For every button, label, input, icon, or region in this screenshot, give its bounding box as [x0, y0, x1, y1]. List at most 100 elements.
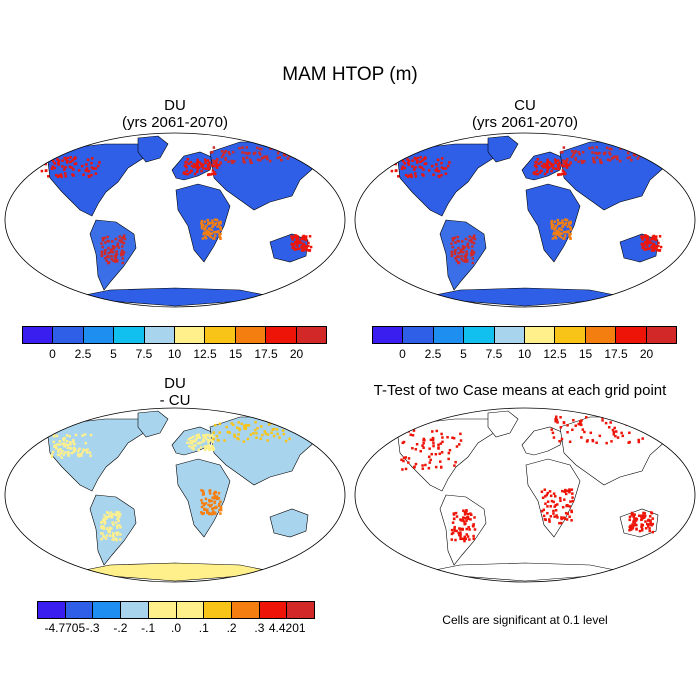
colorbar-du-tick-label: 12.5	[193, 347, 217, 361]
colorbar-du-tick-label: 2.5	[74, 347, 92, 361]
panel-title-du-line2: (yrs 2061-2070)	[122, 114, 228, 131]
continent-north-america	[47, 418, 151, 492]
colorbar-diff-tick-label: .1	[198, 621, 209, 635]
field-cells	[400, 415, 655, 543]
map-frame	[354, 132, 696, 308]
colorbar-du-tick-label: 7.5	[135, 347, 153, 361]
colorbar-diff-tick-label: -.3	[85, 621, 100, 635]
colorbar-cu-swatch	[494, 327, 526, 343]
colorbar-diff-swatch	[121, 602, 149, 618]
colorbar-cu-swatch	[403, 327, 434, 343]
colorbar-du-tick-label: 5	[110, 347, 117, 361]
continent-greenland	[487, 135, 519, 163]
colorbar-diff-swatch	[287, 602, 315, 618]
map-du	[4, 132, 346, 308]
continent-north-america	[47, 143, 151, 217]
continent-africa	[175, 458, 231, 538]
colorbar-cu-swatch	[373, 327, 404, 343]
map-frame	[4, 132, 346, 308]
map-diff	[4, 407, 346, 583]
figure-title: MAM HTOP (m)	[282, 64, 418, 85]
panel-title-diff-line1: DU	[164, 375, 186, 392]
field-cells	[40, 146, 313, 265]
colorbar-diff-swatch	[231, 602, 260, 618]
colorbar-cu-tick-label: 17.5	[604, 347, 628, 361]
colorbar-cu-tick-label: 15	[578, 347, 593, 361]
colorbar-cu-labels: 0 2.5 5 7.5 10 12.5 15 17.5 20	[372, 347, 677, 361]
field-cells	[390, 146, 663, 265]
colorbar-cu-swatch	[433, 327, 465, 343]
continent-north-america	[397, 143, 501, 217]
colorbar-diff-swatch	[259, 602, 288, 618]
colorbar-du-swatch	[266, 327, 297, 343]
continent-antarctica	[419, 287, 631, 307]
colorbar-du-tick-label: 15	[228, 347, 243, 361]
continent-antarctica	[69, 562, 281, 582]
field-cells	[50, 421, 293, 542]
colorbar-cu-swatch	[646, 327, 677, 343]
colorbar-diff-swatch	[204, 602, 232, 618]
colorbar-du-labels: 0 2.5 5 7.5 10 12.5 15 17.5 20	[22, 347, 327, 361]
panel-title-ttest-line1: T-Test of two Case means at each grid po…	[373, 382, 667, 399]
continent-south-america	[439, 219, 487, 291]
map-cu	[354, 132, 696, 308]
colorbar-diff-tick-label: -4.7705	[44, 621, 86, 635]
continent-greenland	[137, 410, 169, 438]
colorbar-diff-tick-label: .3	[254, 621, 265, 635]
continent-australia	[269, 508, 309, 538]
colorbar-cu-swatch	[616, 327, 647, 343]
colorbar-du-swatch	[235, 327, 267, 343]
colorbar-cu-tick-label: 0	[399, 347, 406, 361]
continent-antarctica	[419, 562, 631, 582]
colorbar-du-swatch	[296, 327, 327, 343]
colorbar-diff-tick-label: .2	[226, 621, 237, 635]
colorbar-diff-swatch	[148, 602, 177, 618]
colorbar-diff-swatch	[65, 602, 94, 618]
continent-europe	[521, 426, 565, 456]
panel-title-diff: DU - CU	[75, 375, 275, 409]
continent-antarctica	[69, 287, 281, 307]
colorbar-du-swatch	[114, 327, 145, 343]
colorbar-du-swatch	[175, 327, 206, 343]
colorbar-cu-swatch	[585, 327, 617, 343]
colorbar-cu-swatch	[464, 327, 495, 343]
colorbar-diff	[37, 601, 315, 619]
colorbar-diff-tick-label: -.2	[113, 621, 128, 635]
map-frame	[4, 407, 346, 583]
continent-greenland	[137, 135, 169, 163]
colorbar-du-swatch	[53, 327, 84, 343]
panel-title-cu: CU (yrs 2061-2070)	[425, 97, 625, 131]
panel-title-diff-line2: - CU	[159, 392, 191, 409]
colorbar-diff-tick-label: -.1	[141, 621, 156, 635]
colorbar-du-tick-label: 20	[289, 347, 304, 361]
colorbar-diff-tick-label: 4.4201	[268, 621, 306, 635]
panel-title-du: DU (yrs 2061-2070)	[75, 97, 275, 131]
significance-note: Cells are significant at 0.1 level	[442, 613, 608, 627]
continent-south-america	[89, 494, 137, 566]
map-ttest	[354, 407, 696, 583]
panel-title-ttest: T-Test of two Case means at each grid po…	[340, 382, 700, 399]
colorbar-du-tick-label: 0	[49, 347, 56, 361]
panel-title-cu-line2: (yrs 2061-2070)	[472, 114, 578, 131]
colorbar-cu-tick-label: 2.5	[424, 347, 442, 361]
colorbar-du-swatch	[83, 327, 115, 343]
map-frame	[354, 407, 696, 583]
colorbar-cu-swatch	[525, 327, 556, 343]
colorbar-du-tick-label: 10	[167, 347, 182, 361]
colorbar-diff-labels: -4.7705 -.3 -.2 -.1 .0 .1 .2 .3 4.4201	[37, 621, 315, 635]
continent-africa	[175, 183, 231, 263]
colorbar-du-swatch	[144, 327, 176, 343]
colorbar-du-swatch	[205, 327, 236, 343]
colorbar-diff-swatch	[93, 602, 122, 618]
colorbar-cu-tick-label: 7.5	[485, 347, 503, 361]
colorbar-diff-swatch	[176, 602, 205, 618]
panel-title-cu-line1: CU	[514, 97, 536, 114]
continent-south-america	[89, 219, 137, 291]
colorbar-cu-tick-label: 5	[460, 347, 467, 361]
colorbar-cu	[372, 326, 677, 344]
continent-greenland	[487, 410, 519, 438]
colorbar-diff-tick-label: .0	[170, 621, 182, 635]
colorbar-cu-tick-label: 10	[517, 347, 532, 361]
colorbar-du	[22, 326, 327, 344]
colorbar-cu-swatch	[555, 327, 586, 343]
